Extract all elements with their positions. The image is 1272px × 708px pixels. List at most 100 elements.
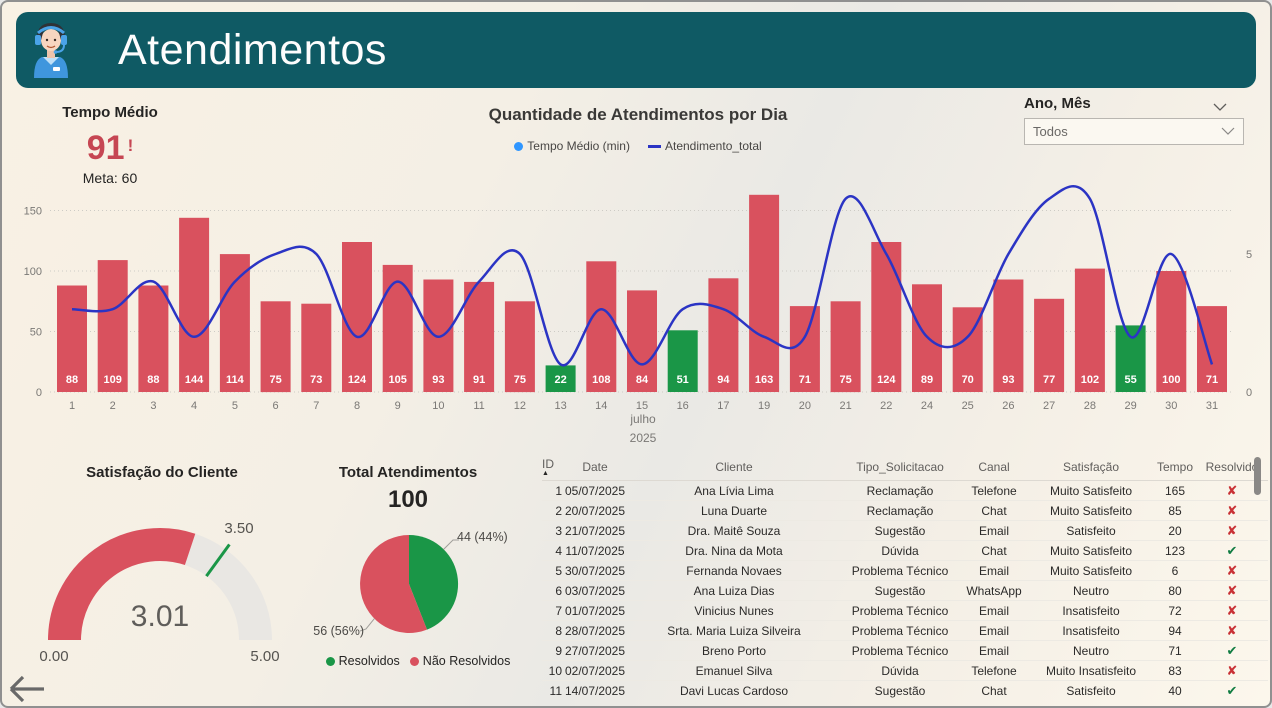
table-row[interactable]: 6 03/07/2025 Ana Luiza Dias Sugestão WhatsAp… bbox=[542, 581, 1268, 601]
bar-day-15[interactable] bbox=[627, 290, 657, 392]
bar-day-31[interactable] bbox=[1197, 306, 1227, 392]
legend-label: Não Resolvidos bbox=[422, 654, 511, 668]
legend-item[interactable]: Atendimento_total bbox=[647, 139, 762, 153]
x-axis-tick: 19 bbox=[758, 400, 770, 412]
bar-day-3[interactable] bbox=[138, 285, 169, 393]
back-button[interactable] bbox=[4, 670, 56, 708]
table-row[interactable]: 8 28/07/2025 Srta. Maria Luiza Silveira Pro… bbox=[542, 621, 1268, 641]
bar-value-label: 71 bbox=[799, 374, 811, 386]
bar-day-8[interactable] bbox=[342, 242, 372, 392]
table-cell-canal: Email bbox=[978, 563, 1009, 578]
table-row[interactable]: 2 20/07/2025 Luna Duarte Reclamação Chat Muit… bbox=[542, 501, 1268, 521]
column-header-tempo[interactable]: Tempo bbox=[1156, 460, 1194, 474]
bar-day-16[interactable] bbox=[667, 330, 698, 392]
legend-label: Tempo Médio (min) bbox=[527, 139, 630, 153]
table-cell-date: 03/07/2025 bbox=[564, 583, 626, 598]
gauge-fill-arc bbox=[48, 528, 196, 641]
table-cell-tempo: 123 bbox=[1164, 543, 1186, 558]
bar-day-9[interactable] bbox=[382, 264, 413, 392]
bar-value-label: 109 bbox=[104, 374, 122, 386]
gauge-target-tick bbox=[205, 543, 231, 577]
table-row[interactable]: 4 11/07/2025 Dra. Nina da Mota Dúvida Chat Mu… bbox=[542, 541, 1268, 561]
table-row[interactable]: 10 02/07/2025 Emanuel Silva Dúvida Telefone M… bbox=[542, 661, 1268, 681]
pie-slice-Não Resolvidos[interactable] bbox=[360, 535, 427, 633]
table-cell-cliente: Fernanda Novaes bbox=[686, 563, 782, 578]
bar-day-1[interactable] bbox=[57, 285, 87, 393]
column-header-date[interactable]: Date bbox=[582, 460, 608, 474]
bar-day-14[interactable] bbox=[586, 261, 617, 392]
table-cell-tempo: 72 bbox=[1168, 603, 1182, 618]
bar-day-22[interactable] bbox=[871, 242, 902, 392]
column-header-canal[interactable]: Canal bbox=[978, 460, 1010, 474]
bar-day-12[interactable] bbox=[504, 301, 535, 393]
table-cell-resolvido: ✘ bbox=[1196, 504, 1268, 518]
unresolved-cross-icon: ✘ bbox=[1226, 483, 1238, 498]
column-header-resolvido[interactable]: Resolvido bbox=[1205, 460, 1259, 474]
slicer-dropdown[interactable]: Todos bbox=[1024, 118, 1244, 145]
bar-value-label: 124 bbox=[877, 374, 896, 386]
table-cell-cliente: Davi Lucas Cardoso bbox=[679, 683, 789, 698]
bar-day-17[interactable] bbox=[708, 278, 739, 392]
table-header-row: ID ▲ Date Cliente Tipo_Solicitacao Canal Satis… bbox=[542, 454, 1268, 481]
bar-day-7[interactable] bbox=[301, 303, 332, 392]
x-axis-month-label: julho bbox=[630, 412, 656, 426]
table-cell-id: 4 bbox=[555, 543, 562, 558]
pie-legend-item[interactable]: Resolvidos bbox=[325, 654, 400, 668]
pie-legend: Resolvidos Não Resolvidos bbox=[318, 654, 518, 668]
pie-slice-Resolvidos[interactable] bbox=[409, 534, 459, 630]
gauge-target-label: 3.50 bbox=[224, 520, 254, 537]
resolved-check-icon: ✔ bbox=[1226, 683, 1238, 698]
table-cell-canal: Email bbox=[978, 603, 1009, 618]
bar-day-11[interactable] bbox=[464, 281, 495, 392]
bar-value-label: 89 bbox=[921, 374, 933, 386]
unresolved-cross-icon: ✘ bbox=[1226, 623, 1238, 638]
table-row[interactable]: 7 01/07/2025 Vinicius Nunes Problema Técnic… bbox=[542, 601, 1268, 621]
y-left-tick: 150 bbox=[24, 206, 42, 218]
bar-day-20[interactable] bbox=[789, 306, 820, 392]
pie-callout-resolvidos: 44 (44%) bbox=[457, 530, 508, 544]
table-cell-tempo: 83 bbox=[1168, 663, 1182, 678]
gauge-max-label: 5.00 bbox=[250, 648, 280, 665]
table-cell-date: 30/07/2025 bbox=[564, 563, 626, 578]
table-cell-cliente: Breno Porto bbox=[701, 643, 767, 658]
table-row[interactable]: 3 21/07/2025 Dra. Maitê Souza Sugestão Email… bbox=[542, 521, 1268, 541]
bar-day-30[interactable] bbox=[1156, 271, 1187, 392]
bar-value-label: 100 bbox=[1162, 374, 1180, 386]
legend-item[interactable]: Tempo Médio (min) bbox=[514, 139, 630, 153]
bar-day-28[interactable] bbox=[1074, 268, 1105, 392]
bar-day-27[interactable] bbox=[1034, 298, 1065, 392]
table-cell-date: 11/07/2025 bbox=[565, 543, 625, 558]
column-header-id[interactable]: ID ▲ bbox=[542, 457, 554, 477]
table-cell-canal: Chat bbox=[981, 683, 1007, 698]
table-cell-canal: Telefone bbox=[971, 483, 1017, 498]
bar-day-13[interactable] bbox=[545, 365, 576, 392]
bar-day-21[interactable] bbox=[830, 301, 861, 393]
column-header-cliente[interactable]: Cliente bbox=[715, 460, 753, 474]
kpi-value: 91! bbox=[86, 129, 134, 167]
x-axis-tick: 24 bbox=[921, 400, 933, 412]
bar-day-19[interactable] bbox=[749, 194, 780, 392]
pie-legend-item[interactable]: Não Resolvidos bbox=[409, 654, 511, 668]
kpi-tempo-medio: Tempo Médio 91! Meta: 60 bbox=[40, 104, 180, 186]
bar-day-6[interactable] bbox=[260, 301, 291, 393]
table-row[interactable]: 11 14/07/2025 Davi Lucas Cardoso Sugestão Ch… bbox=[542, 681, 1268, 698]
combo-chart: 0501001500588110928831444114575673712481… bbox=[24, 185, 1252, 412]
bar-day-4[interactable] bbox=[179, 217, 210, 392]
bar-value-label: 93 bbox=[1002, 374, 1014, 386]
line-atendimento-total bbox=[71, 185, 1214, 367]
column-header-tipo[interactable]: Tipo_Solicitacao bbox=[856, 460, 944, 474]
table-row[interactable]: 5 30/07/2025 Fernanda Novaes Problema Técni… bbox=[542, 561, 1268, 581]
table-row[interactable]: 9 27/07/2025 Breno Porto Problema Técnico Em… bbox=[542, 641, 1268, 661]
y-left-tick: 50 bbox=[30, 327, 42, 339]
table-scrollbar-thumb[interactable] bbox=[1254, 457, 1261, 495]
bar-day-26[interactable] bbox=[993, 279, 1024, 393]
table-cell-id: 2 bbox=[555, 503, 562, 518]
slicer-header[interactable]: Ano, Mês bbox=[1024, 95, 1091, 112]
table-cell-date: 20/07/2025 bbox=[564, 503, 626, 518]
pie-callout-line bbox=[359, 618, 375, 632]
bar-day-5[interactable] bbox=[219, 254, 250, 392]
table-row[interactable]: 1 05/07/2025 Ana Lívia Lima Reclamação Telef… bbox=[542, 481, 1268, 501]
column-header-satisfacao[interactable]: Satisfação bbox=[1062, 460, 1120, 474]
table-cell-tipo: Problema Técnico bbox=[851, 563, 949, 578]
bar-day-2[interactable] bbox=[97, 260, 128, 392]
